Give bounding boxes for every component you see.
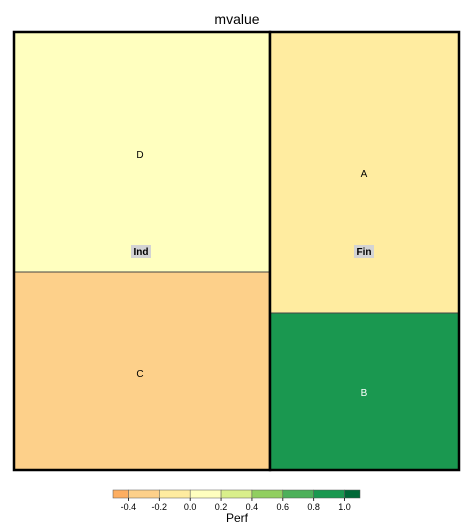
legend-tick-label: 0.8: [307, 502, 320, 512]
legend-tick-label: 0.0: [184, 502, 197, 512]
legend-swatch: [251, 489, 284, 499]
legend-swatch: [128, 489, 160, 499]
legend-tick-label: -0.2: [152, 502, 168, 512]
group-ind: D C Ind: [12, 30, 272, 472]
leaf-label-c: C: [136, 369, 143, 380]
chart-title: mvalue: [214, 11, 259, 27]
leaf-label-d: D: [136, 150, 143, 161]
legend-tick-label: 0.2: [215, 502, 228, 512]
leaf-d: [13, 31, 271, 273]
group-label-bg-fin: [354, 245, 374, 258]
leaf-c: [13, 271, 271, 471]
leaf-b: [269, 312, 460, 471]
legend-tick-label: -0.4: [121, 502, 137, 512]
legend-swatch: [112, 489, 129, 499]
legend-swatch: [344, 489, 361, 499]
group-label-ind: Ind: [134, 247, 149, 258]
leaf-label-a: A: [361, 169, 368, 180]
legend-tick-label: 0.4: [246, 502, 259, 512]
legend-title: Perf: [226, 511, 249, 525]
legend-swatch: [282, 489, 314, 499]
legend-swatch: [220, 489, 253, 499]
legend-swatch: [159, 489, 191, 499]
group-label-bg-ind: [131, 245, 151, 258]
leaf-a: [269, 31, 460, 314]
color-legend: -0.4 -0.2 0.0 0.2 0.4 0.6 0.8 1.0 Perf: [112, 489, 361, 525]
legend-tick-label: 0.6: [277, 502, 290, 512]
leaf-label-b: B: [361, 388, 368, 399]
group-border-fin: [268, 30, 461, 472]
legend-tick-label: 1.0: [338, 502, 351, 512]
legend-swatch: [313, 489, 345, 499]
group-fin: A B Fin: [268, 30, 461, 472]
legend-swatch: [189, 489, 222, 499]
group-label-fin: Fin: [357, 247, 372, 258]
